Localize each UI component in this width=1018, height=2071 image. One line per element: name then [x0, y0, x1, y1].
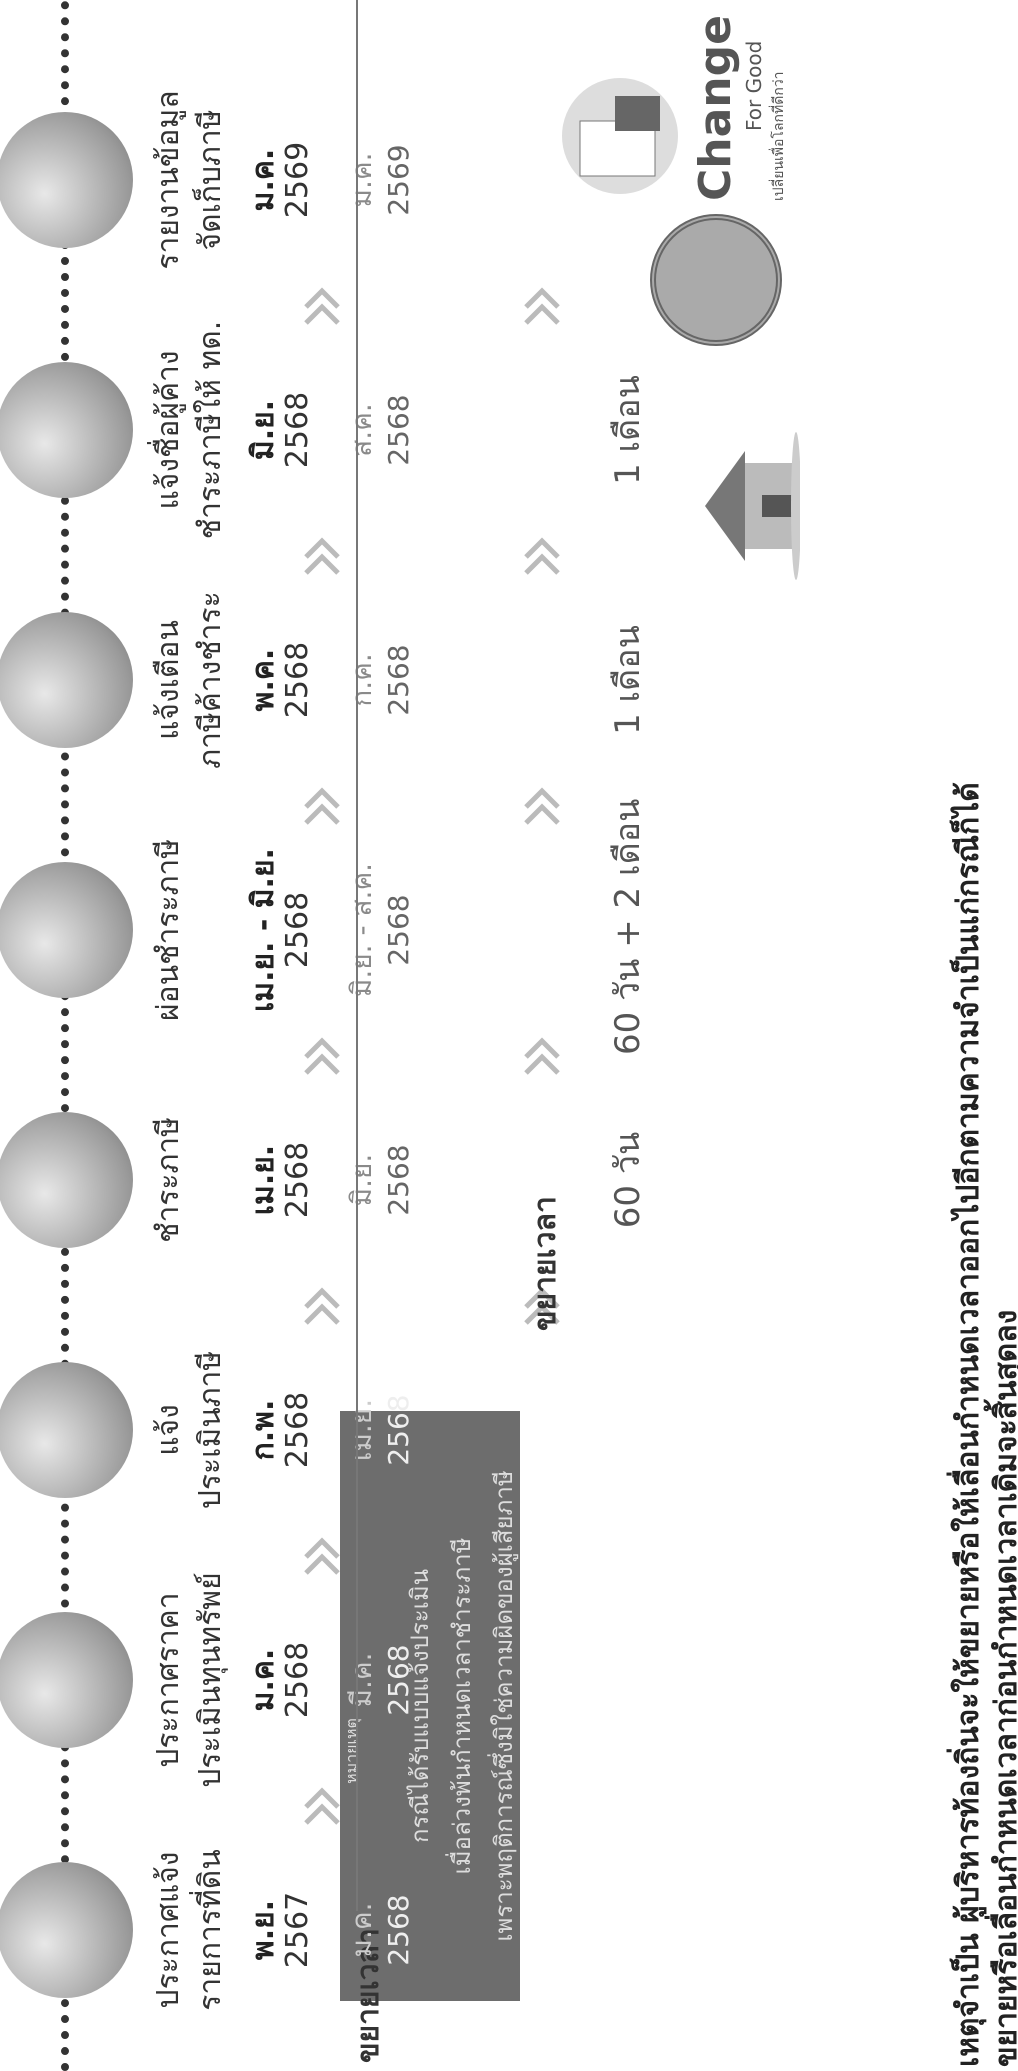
step-title: ประเมินทุนทรัพย์	[193, 1572, 228, 1788]
extended-month: ส.ค.	[345, 403, 378, 457]
step-title: ชำระภาษีให้ ทด.	[193, 320, 228, 540]
step-title: แจ้งชื่อผู้ค้าง	[151, 350, 186, 510]
step-icon	[0, 1362, 133, 1498]
logo-tagline: เปลี่ยนเพื่อโลกที่ดีกว่า	[771, 71, 787, 201]
step-icon	[0, 112, 133, 248]
chevron-icon	[524, 287, 560, 325]
step-icon	[0, 1112, 133, 1248]
extended-year: 2568	[382, 644, 415, 716]
chevron-icon	[524, 1037, 560, 1075]
extended-month: ก.ค.	[345, 653, 378, 707]
step-title: แจ้ง	[151, 1404, 186, 1456]
extension-value: 1 เดือน	[608, 375, 648, 485]
chevron	[300, 783, 344, 827]
extension-value: 1 เดือน	[608, 625, 648, 735]
extended-month: เม.ย.	[345, 1398, 378, 1462]
row-label: ขยายเวลา	[528, 1196, 563, 1331]
extended-year: 2568	[382, 1144, 415, 1216]
house-illustration	[690, 431, 801, 581]
chevron	[300, 283, 344, 327]
house-icon	[705, 432, 801, 580]
due-year: 2568	[280, 641, 315, 719]
step-icon	[0, 862, 133, 998]
doc-icon	[562, 78, 678, 194]
chevron-icon	[524, 1287, 560, 1325]
step-icon	[0, 1862, 133, 1998]
extended-month: มิ.ย. - ส.ค.	[345, 862, 378, 998]
note-line: เมื่อล่วงพ้นกำหนดเวลาชำระภาษี	[448, 1537, 476, 1875]
chevron-icon	[304, 537, 340, 575]
due-year: 2568	[280, 1141, 315, 1219]
extended-month: ม.ค.	[345, 1902, 378, 1958]
due-year: 2568	[280, 1641, 315, 1719]
logo-sub: For Good	[742, 40, 766, 131]
step-icon	[0, 362, 133, 498]
logo-name: Change	[690, 15, 741, 201]
note-line: กรณีได้รับแบบแจ้งประเมิน	[406, 1568, 434, 1844]
tax-document	[560, 71, 680, 201]
chevron-icon	[304, 287, 340, 325]
extension-value: 60 วัน + 2 เดือน	[608, 798, 648, 1055]
chevron-icon	[524, 787, 560, 825]
extended-year: 2568	[382, 894, 415, 966]
due-year: 2568	[280, 391, 315, 469]
note-line: เพราะพฤติการณ์ซึ่งมิใช่ความผิดของผู้เสีย…	[490, 1470, 518, 1942]
step-title: จัดเก็บภาษี	[193, 109, 228, 251]
chevron-icon	[304, 1037, 340, 1075]
chevron	[300, 1533, 344, 1577]
chevron	[300, 1283, 344, 1327]
chevron-icon	[304, 1537, 340, 1575]
chevron-icon	[524, 537, 560, 575]
extended-month: ม.ค.	[345, 152, 378, 208]
chevron-icon	[304, 1787, 340, 1825]
timeline-dots	[61, 0, 69, 2071]
chevron	[520, 1283, 564, 1327]
step-title: แจ้งเตือน	[151, 620, 186, 740]
chevron	[520, 283, 564, 327]
extended-year: 2568	[382, 394, 415, 466]
chevron	[300, 1783, 344, 1827]
extended-month: มิ.ย.	[345, 1153, 378, 1207]
seal	[650, 214, 782, 346]
due-year: 2568	[280, 1391, 315, 1469]
step-title: ภาษีค้างชำระ	[193, 591, 228, 769]
strike-line	[356, 0, 358, 1911]
step-title: ประกาศแจ้ง	[151, 1851, 186, 2009]
chevron	[520, 533, 564, 577]
chevron	[520, 1033, 564, 1077]
extension-value: 60 วัน	[608, 1131, 648, 1229]
due-year: 2569	[280, 141, 315, 219]
chevron	[300, 1033, 344, 1077]
due-year: 2568	[280, 891, 315, 969]
step-icon	[0, 612, 133, 748]
step-title: ประเมินภาษี	[193, 1350, 228, 1510]
extended-year: 2569	[382, 144, 415, 216]
step-title: รายการที่ดิน	[193, 1849, 228, 2011]
chevron	[300, 533, 344, 577]
step-title: รายงานข้อมูล	[151, 90, 186, 270]
step-title: ชำระภาษี	[151, 1117, 186, 1243]
chevron-icon	[304, 1287, 340, 1325]
chevron	[520, 783, 564, 827]
note-heading: หมายเหตุ	[342, 1718, 361, 1784]
footer-line: ขยายหรือเลื่อนกำหนดเวลาก่อนกำหนดเวลาเดิม…	[989, 1309, 1018, 2067]
step-title: ประกาศราคา	[151, 1592, 186, 1768]
chevron-icon	[304, 787, 340, 825]
due-year: 2567	[280, 1891, 315, 1969]
step-icon	[0, 1612, 133, 1748]
step-title: ผ่อนชำระภาษี	[151, 839, 186, 1021]
extended-year: 2568	[382, 1394, 415, 1466]
